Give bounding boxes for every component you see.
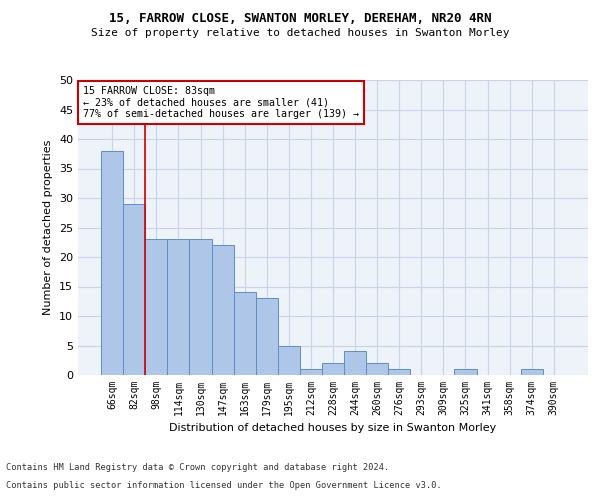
Text: 15 FARROW CLOSE: 83sqm
← 23% of detached houses are smaller (41)
77% of semi-det: 15 FARROW CLOSE: 83sqm ← 23% of detached… <box>83 86 359 119</box>
Text: Size of property relative to detached houses in Swanton Morley: Size of property relative to detached ho… <box>91 28 509 38</box>
X-axis label: Distribution of detached houses by size in Swanton Morley: Distribution of detached houses by size … <box>169 424 497 434</box>
Text: Contains HM Land Registry data © Crown copyright and database right 2024.: Contains HM Land Registry data © Crown c… <box>6 464 389 472</box>
Bar <box>278 346 300 375</box>
Bar <box>167 240 190 375</box>
Bar <box>212 245 233 375</box>
Y-axis label: Number of detached properties: Number of detached properties <box>43 140 53 315</box>
Bar <box>388 369 410 375</box>
Bar <box>145 240 167 375</box>
Bar <box>300 369 322 375</box>
Bar <box>344 352 366 375</box>
Text: Contains public sector information licensed under the Open Government Licence v3: Contains public sector information licen… <box>6 481 442 490</box>
Bar <box>454 369 476 375</box>
Bar <box>322 363 344 375</box>
Bar <box>101 151 123 375</box>
Bar <box>233 292 256 375</box>
Bar <box>256 298 278 375</box>
Text: 15, FARROW CLOSE, SWANTON MORLEY, DEREHAM, NR20 4RN: 15, FARROW CLOSE, SWANTON MORLEY, DEREHA… <box>109 12 491 26</box>
Bar <box>366 363 388 375</box>
Bar <box>123 204 145 375</box>
Bar <box>190 240 212 375</box>
Bar <box>521 369 543 375</box>
